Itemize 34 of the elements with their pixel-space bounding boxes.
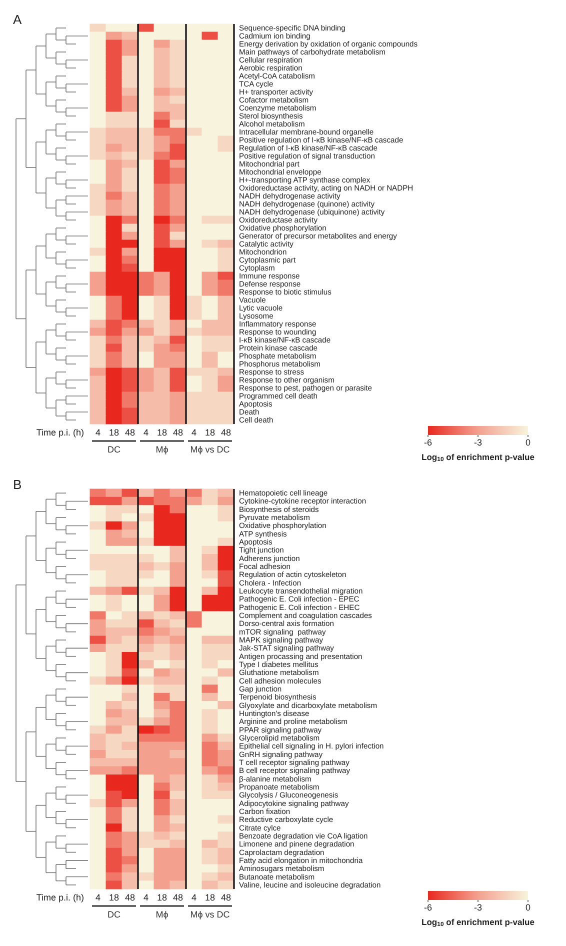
x-tick-label: 18 bbox=[156, 892, 168, 902]
color-bar-label: 0 bbox=[525, 438, 531, 448]
x-tick-label: 18 bbox=[108, 892, 120, 902]
x-tick-label: 48 bbox=[172, 892, 184, 902]
x-tick-label: 48 bbox=[220, 428, 232, 438]
x-axis-title: Time p.i. (h) bbox=[36, 892, 84, 902]
x-tick-label: 18 bbox=[204, 428, 216, 438]
text: Mϕ vs DC bbox=[190, 444, 230, 454]
x-tick-label: 48 bbox=[124, 428, 136, 438]
text: DC bbox=[108, 910, 121, 920]
chart-title: B bbox=[13, 477, 22, 492]
chart-title: A bbox=[13, 12, 22, 27]
x-tick-label: 4 bbox=[143, 428, 149, 438]
x-tick-label: 4 bbox=[143, 892, 149, 902]
color-bar-label: 0 bbox=[525, 902, 531, 912]
x-tick-label: 18 bbox=[204, 892, 216, 902]
x-tick-label: 48 bbox=[172, 428, 184, 438]
x-axis-title: Time p.i. (h) bbox=[36, 428, 84, 438]
text: Mϕ bbox=[156, 444, 168, 454]
text: Mϕ vs DC bbox=[190, 910, 230, 920]
x-tick-label: 48 bbox=[124, 892, 136, 902]
x-tick-label: 4 bbox=[95, 428, 101, 438]
x-tick-label: 18 bbox=[108, 428, 120, 438]
color-bar-label: -6 bbox=[424, 438, 432, 448]
x-tick-label: 4 bbox=[95, 892, 101, 902]
text: DC bbox=[108, 444, 121, 454]
color-bar-label: -3 bbox=[474, 438, 482, 448]
x-tick-label: 4 bbox=[191, 428, 197, 438]
color-bar-label: -6 bbox=[424, 902, 432, 912]
x-tick-label: 4 bbox=[191, 892, 197, 902]
x-tick-label: 48 bbox=[220, 892, 232, 902]
text: Mϕ bbox=[156, 910, 168, 920]
color-bar-label: -3 bbox=[474, 902, 482, 912]
x-tick-label: 18 bbox=[156, 428, 168, 438]
